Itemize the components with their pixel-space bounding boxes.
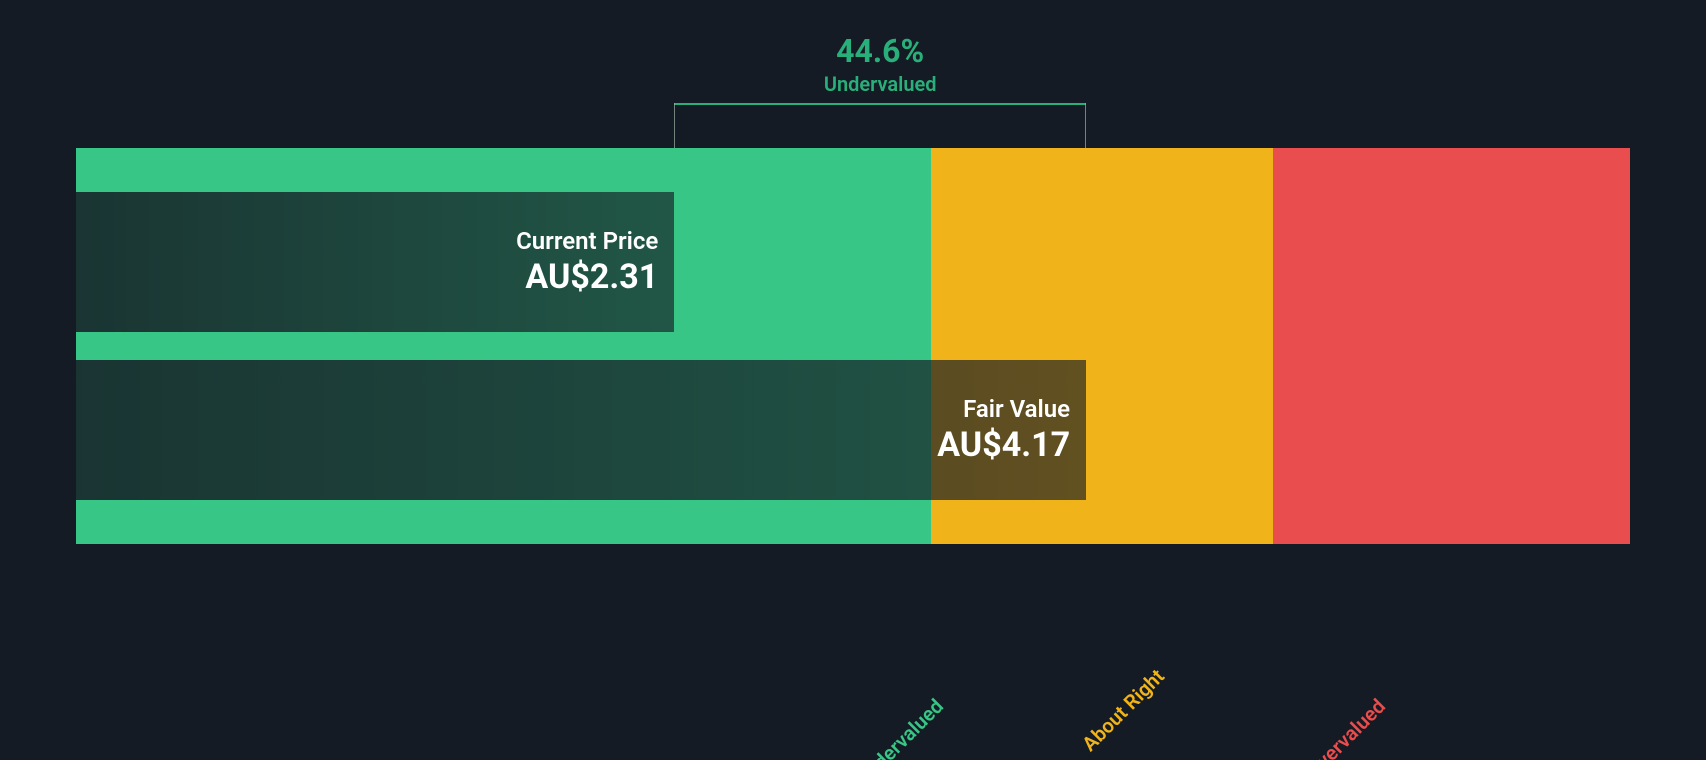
current-price-slot: Current Price AU$2.31 [76,192,1630,332]
fair-value-label: Fair Value [937,395,1070,423]
current-price-label: Current Price [516,227,658,255]
zone-label-undervalued: 20% Undervalued [821,694,948,760]
valuation-sub: Undervalued [824,72,937,96]
current-price-text: Current Price AU$2.31 [516,227,658,297]
fair-value-text: Fair Value AU$4.17 [937,395,1070,465]
valuation-pct: 44.6% [824,32,937,70]
fair-value-value: AU$4.17 [937,425,1070,465]
valuation-annotation: 44.6% Undervalued [824,32,937,96]
fair-value-slot: Fair Value AU$4.17 [76,360,1630,500]
zone-label-about-right: About Right [1077,664,1169,756]
valuation-band-area: Current Price AU$2.31 Fair Value AU$4.17 [76,148,1630,544]
current-price-value: AU$2.31 [516,257,658,297]
bracket-top-line [674,103,1086,105]
zone-label-overvalued: 20% Overvalued [1271,694,1389,760]
current-price-bar: Current Price AU$2.31 [76,192,674,332]
fair-value-bar: Fair Value AU$4.17 [76,360,1086,500]
valuation-chart: 44.6% Undervalued Current Price AU$2.31 … [0,0,1706,760]
